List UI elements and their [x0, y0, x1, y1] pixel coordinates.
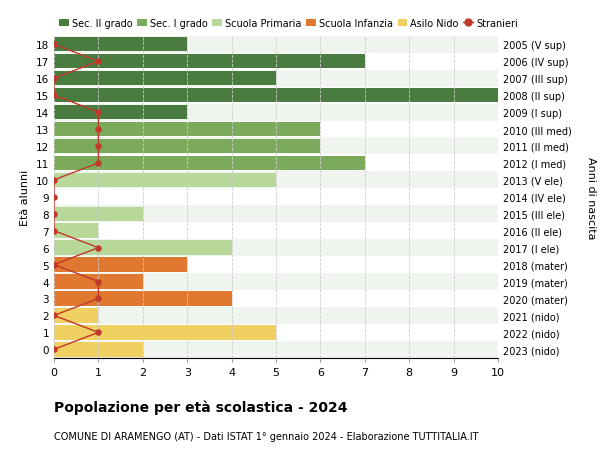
- Bar: [54, 258, 187, 272]
- Bar: [54, 104, 498, 121]
- Bar: [54, 341, 498, 358]
- Point: [49, 261, 59, 269]
- Bar: [54, 123, 320, 137]
- Bar: [54, 291, 498, 307]
- Bar: [54, 275, 143, 289]
- Point: [49, 194, 59, 201]
- Text: Popolazione per età scolastica - 2024: Popolazione per età scolastica - 2024: [54, 399, 347, 414]
- Bar: [54, 274, 498, 291]
- Bar: [54, 54, 498, 71]
- Point: [94, 329, 103, 336]
- Point: [49, 41, 59, 49]
- Point: [49, 211, 59, 218]
- Bar: [54, 223, 498, 240]
- Bar: [54, 106, 187, 120]
- Point: [49, 75, 59, 83]
- Bar: [54, 138, 498, 155]
- Bar: [54, 325, 276, 340]
- Point: [49, 312, 59, 319]
- Bar: [54, 88, 498, 104]
- Bar: [54, 342, 143, 357]
- Bar: [54, 38, 187, 52]
- Bar: [54, 307, 498, 324]
- Bar: [54, 140, 320, 154]
- Point: [94, 245, 103, 252]
- Bar: [54, 172, 498, 189]
- Bar: [54, 206, 498, 223]
- Bar: [54, 224, 98, 238]
- Bar: [54, 37, 498, 54]
- Bar: [54, 241, 232, 255]
- Bar: [54, 71, 498, 88]
- Point: [49, 92, 59, 100]
- Point: [94, 143, 103, 150]
- Bar: [54, 72, 276, 86]
- Bar: [54, 240, 498, 257]
- Bar: [54, 173, 276, 188]
- Bar: [54, 157, 365, 171]
- Point: [49, 346, 59, 353]
- Point: [49, 228, 59, 235]
- Bar: [54, 189, 498, 206]
- Bar: [54, 121, 498, 138]
- Point: [94, 278, 103, 285]
- Point: [94, 295, 103, 302]
- Point: [94, 126, 103, 134]
- Bar: [54, 257, 498, 274]
- Bar: [54, 324, 498, 341]
- Legend: Sec. II grado, Sec. I grado, Scuola Primaria, Scuola Infanzia, Asilo Nido, Stran: Sec. II grado, Sec. I grado, Scuola Prim…: [59, 19, 518, 28]
- Bar: [54, 308, 98, 323]
- Point: [94, 160, 103, 167]
- Point: [94, 58, 103, 66]
- Bar: [54, 55, 365, 69]
- Bar: [54, 291, 232, 306]
- Point: [49, 177, 59, 184]
- Bar: [54, 207, 143, 222]
- Y-axis label: Anni di nascita: Anni di nascita: [586, 156, 595, 239]
- Y-axis label: Età alunni: Età alunni: [20, 169, 31, 225]
- Bar: [54, 89, 498, 103]
- Bar: [54, 155, 498, 172]
- Point: [94, 109, 103, 117]
- Text: COMUNE DI ARAMENGO (AT) - Dati ISTAT 1° gennaio 2024 - Elaborazione TUTTITALIA.I: COMUNE DI ARAMENGO (AT) - Dati ISTAT 1° …: [54, 431, 479, 442]
